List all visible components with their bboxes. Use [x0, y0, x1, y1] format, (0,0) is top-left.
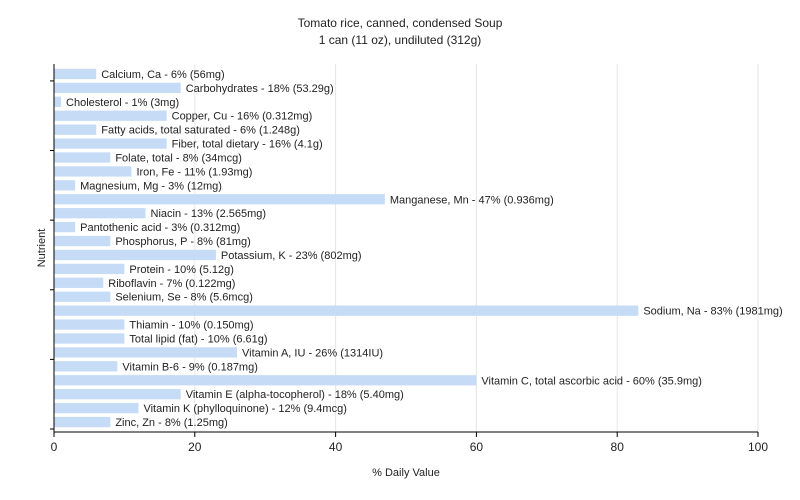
bar-9 [54, 194, 385, 205]
bar-18 [54, 319, 125, 330]
bar-6 [54, 152, 111, 163]
bar-label-9: Manganese, Mn - 47% (0.936mg) [390, 194, 554, 206]
x-tick-label-3: 60 [470, 440, 484, 454]
bar-17 [54, 305, 639, 316]
bar-16 [54, 291, 111, 302]
x-tick-label-0: 0 [51, 440, 58, 454]
x-tick-label-5: 100 [748, 440, 768, 454]
bar-label-13: Potassium, K - 23% (802mg) [221, 250, 362, 262]
bar-10 [54, 208, 146, 219]
bar-label-15: Riboflavin - 7% (0.122mg) [108, 278, 235, 290]
bar-label-23: Vitamin E (alpha-tocopherol) - 18% (5.40… [186, 389, 404, 401]
bar-25 [54, 416, 111, 428]
bar-15 [54, 277, 104, 288]
bar-13 [54, 249, 216, 261]
bar-2 [54, 96, 62, 107]
bars-group: Calcium, Ca - 6% (56mg) Carbohydrates - 1… [54, 68, 783, 429]
bar-24 [54, 402, 139, 414]
bar-label-20: Vitamin A, IU - 26% (1314IU) [242, 347, 383, 359]
bar-label-12: Phosphorus, P - 8% (81mg) [115, 236, 251, 248]
bar-21 [54, 361, 118, 372]
bar-22 [54, 375, 477, 386]
bar-label-10: Niacin - 13% (2.565mg) [151, 208, 267, 220]
bar-1 [54, 82, 181, 94]
bar-23 [54, 389, 181, 400]
bar-11 [54, 221, 76, 233]
x-tick-label-2: 40 [329, 440, 343, 454]
bar-label-8: Magnesium, Mg - 3% (12mg) [80, 180, 222, 192]
bar-label-4: Fatty acids, total saturated - 6% (1.248… [101, 125, 300, 137]
bar-label-11: Pantothenic acid - 3% (0.312mg) [80, 222, 240, 234]
bar-label-21: Vitamin B-6 - 9% (0.187mg) [122, 361, 258, 373]
axes-group: 0 20 40 60 80 100 [50, 64, 768, 454]
bar-label-1: Carbohydrates - 18% (53.29g) [186, 83, 334, 95]
bar-label-22: Vitamin C, total ascorbic acid - 60% (35… [481, 375, 702, 387]
bar-label-24: Vitamin K (phylloquinone) - 12% (9.4mcg) [143, 403, 346, 415]
y-axis-label: Nutrient [36, 229, 48, 268]
bar-label-18: Thiamin - 10% (0.150mg) [129, 320, 253, 332]
chart-subtitle: 1 can (11 oz), undiluted (312g) [319, 33, 482, 47]
bar-8 [54, 180, 76, 191]
bar-label-2: Cholesterol - 1% (3mg) [66, 97, 179, 109]
bar-14 [54, 263, 125, 275]
bar-label-16: Selenium, Se - 8% (5.6mcg) [115, 292, 253, 304]
bar-label-19: Total lipid (fat) - 10% (6.61g) [129, 334, 267, 346]
bar-label-3: Copper, Cu - 16% (0.312mg) [172, 111, 313, 123]
chart-title: Tomato rice, canned, condensed Soup [298, 16, 503, 30]
bar-3 [54, 110, 167, 121]
bar-19 [54, 333, 125, 344]
bar-5 [54, 138, 167, 149]
bar-label-14: Protein - 10% (5.12g) [129, 264, 234, 276]
bar-label-17: Sodium, Na - 83% (1981mg) [643, 306, 782, 318]
bar-label-0: Calcium, Ca - 6% (56mg) [101, 69, 224, 81]
grid-lines [194, 64, 759, 432]
bar-0 [54, 68, 97, 80]
bar-label-25: Zinc, Zn - 8% (1.25mg) [115, 417, 227, 429]
bar-20 [54, 347, 238, 358]
bar-12 [54, 235, 111, 247]
bar-7 [54, 166, 132, 177]
x-axis-label: % Daily Value [372, 467, 440, 479]
bar-4 [54, 124, 97, 135]
x-tick-label-1: 20 [188, 440, 202, 454]
bar-label-5: Fiber, total dietary - 16% (4.1g) [172, 139, 323, 151]
bar-label-6: Folate, total - 8% (34mcg) [115, 153, 242, 165]
x-tick-label-4: 80 [611, 440, 625, 454]
bar-label-7: Iron, Fe - 11% (1.93mg) [136, 166, 252, 178]
